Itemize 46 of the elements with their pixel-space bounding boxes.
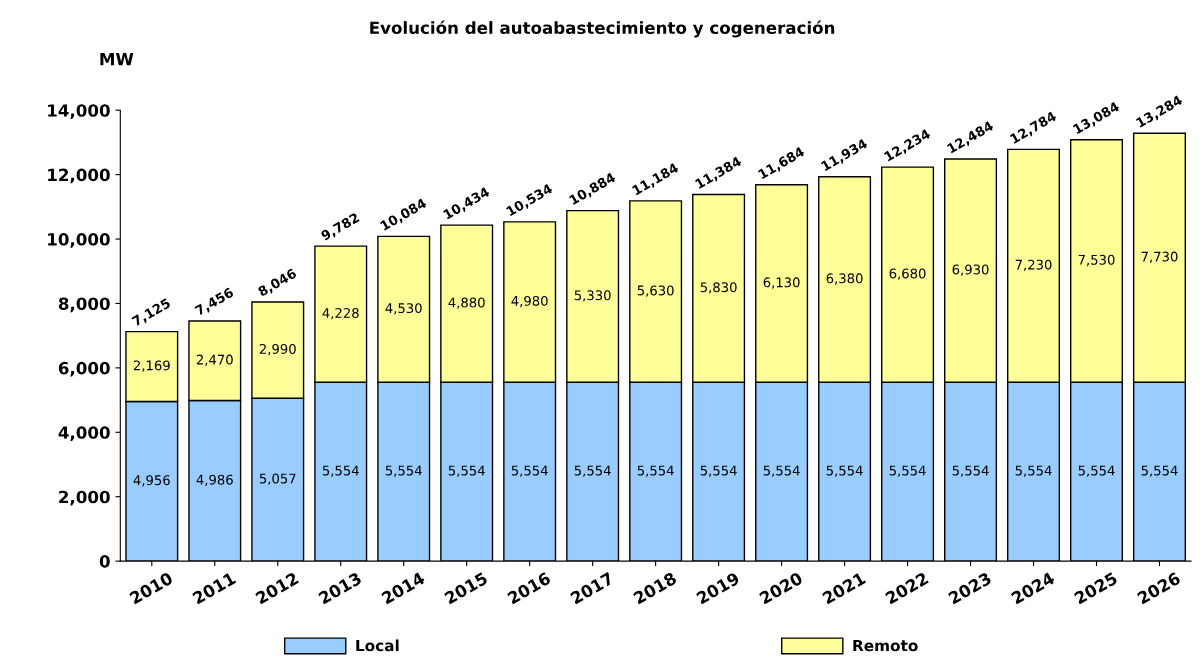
data-label: 2,990 xyxy=(259,343,296,356)
data-label: 2,470 xyxy=(196,354,233,366)
data-label: 6,930 xyxy=(952,264,989,276)
data-label: 5,554 xyxy=(763,465,800,477)
data-label: 6,130 xyxy=(763,277,800,289)
y-axis-title: MW xyxy=(100,52,134,66)
data-label: 7,530 xyxy=(1078,254,1115,267)
data-label: 6,380 xyxy=(826,273,863,285)
data-label: 7,230 xyxy=(1015,259,1052,271)
y-tick-label: 2,000 xyxy=(59,490,110,506)
data-label: 4,880 xyxy=(448,297,485,309)
data-label: 5,554 xyxy=(637,465,674,477)
data-label: 5,554 xyxy=(826,465,863,477)
data-label: 7,730 xyxy=(1141,251,1178,263)
data-label: 5,554 xyxy=(700,465,737,477)
chart-title: Evolución del autoabastecimiento y cogeneración xyxy=(370,20,835,38)
data-label: 4,530 xyxy=(385,303,422,315)
y-tick-label: 6,000 xyxy=(58,361,110,377)
y-tick-label: 14,000 xyxy=(48,104,110,119)
data-label: 5,554 xyxy=(889,465,926,477)
data-label: 5,554 xyxy=(322,465,359,477)
y-tick-label: 4,000 xyxy=(58,426,110,441)
data-label: 5,554 xyxy=(511,465,548,477)
y-tick-label: 10,000 xyxy=(48,233,110,248)
data-label: 4,980 xyxy=(511,295,548,308)
data-label: 6,680 xyxy=(889,268,926,280)
legend-label: Local xyxy=(356,639,399,652)
legend-label: Remoto xyxy=(853,639,918,652)
data-label: 5,554 xyxy=(448,465,485,477)
data-label: 5,830 xyxy=(700,282,737,294)
y-tick-label: 12,000 xyxy=(48,168,110,184)
data-label: 5,554 xyxy=(1078,465,1115,477)
data-label: 5,630 xyxy=(637,285,674,297)
data-label: 4,228 xyxy=(322,308,359,320)
data-label: 5,554 xyxy=(1141,465,1178,477)
data-label: 5,057 xyxy=(259,473,296,485)
data-label: 4,986 xyxy=(196,474,233,486)
data-label: 5,330 xyxy=(574,290,611,302)
data-label: 2,169 xyxy=(133,360,170,372)
data-label: 5,554 xyxy=(1015,465,1052,477)
data-label: 5,554 xyxy=(574,465,611,477)
data-label: 5,554 xyxy=(952,465,989,477)
y-tick-label: 8,000 xyxy=(58,297,110,313)
data-label: 4,956 xyxy=(133,475,170,487)
data-label: 5,554 xyxy=(385,465,422,477)
y-tick-label: 0 xyxy=(99,555,110,568)
